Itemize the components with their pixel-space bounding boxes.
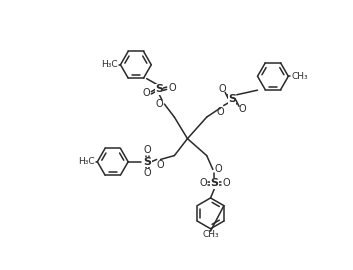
Text: H₃C: H₃C (101, 60, 118, 69)
Text: O: O (156, 99, 163, 109)
Text: O: O (144, 145, 151, 155)
Text: S: S (143, 157, 151, 167)
Text: O: O (214, 164, 222, 174)
Text: CH₃: CH₃ (292, 72, 308, 81)
Text: S: S (228, 94, 236, 104)
Text: O: O (144, 168, 151, 178)
Text: O: O (142, 88, 150, 98)
Text: O: O (168, 83, 176, 93)
Text: O: O (218, 85, 226, 94)
Text: S: S (155, 85, 163, 94)
Text: O: O (238, 104, 246, 114)
Text: S: S (210, 178, 219, 188)
Text: O: O (157, 160, 164, 170)
Text: CH₃: CH₃ (202, 230, 219, 239)
Text: O: O (199, 178, 207, 188)
Text: O: O (217, 107, 225, 117)
Text: H₃C: H₃C (78, 157, 94, 166)
Text: O: O (222, 178, 230, 188)
